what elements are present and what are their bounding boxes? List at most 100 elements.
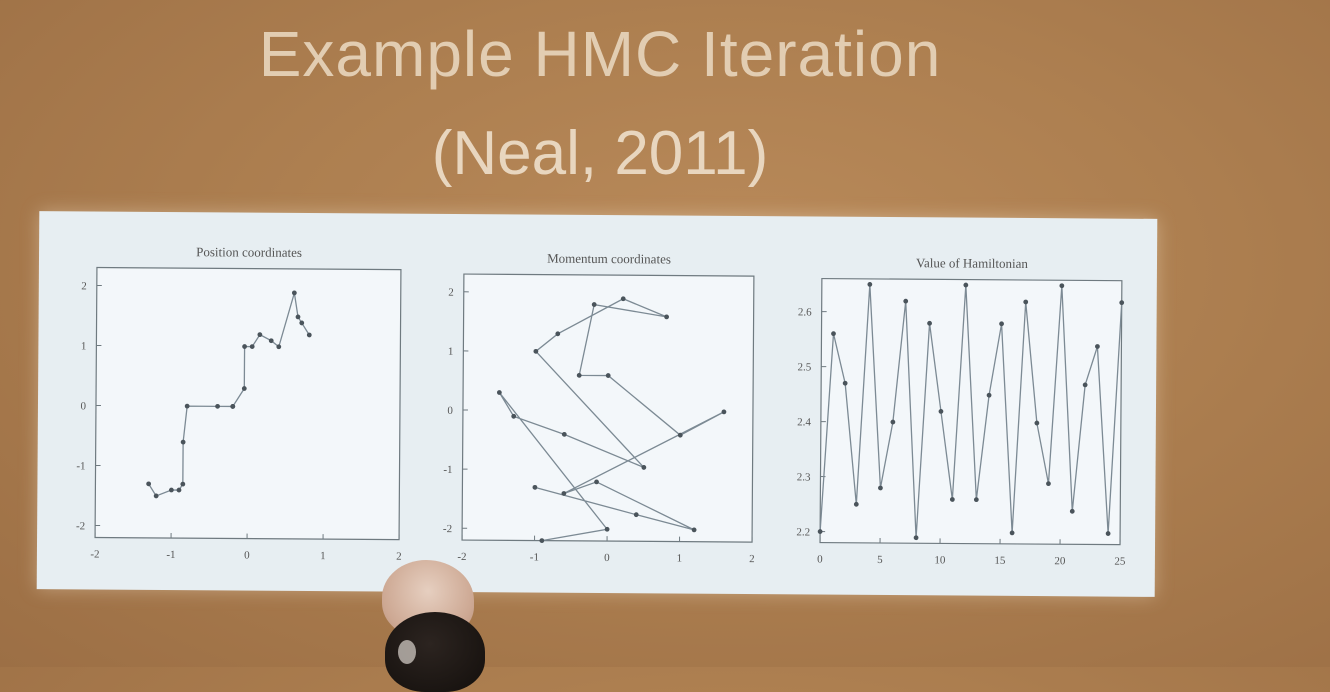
hamiltonian-data-point (1083, 382, 1088, 387)
hamiltonian-plot-frame (820, 279, 1122, 545)
slide-title: Example HMC Iteration (0, 18, 1200, 92)
hamiltonian-xtick-label: 5 (877, 554, 883, 566)
hamiltonian-data-point (963, 283, 968, 288)
momentum-data-point (678, 433, 683, 438)
figure-svg: Position coordinates -2 -1 0 1 2 2 1 0 -1 -2 Moment… (37, 211, 1158, 597)
momentum-plot-title: Momentum coordinates (547, 251, 671, 267)
hamiltonian-data-point (1106, 531, 1111, 536)
hamiltonian-data-point (974, 497, 979, 502)
momentum-data-point (606, 373, 611, 378)
position-xtick-label: 1 (320, 550, 326, 562)
hamiltonian-data-point (927, 321, 932, 326)
momentum-data-point (532, 485, 537, 490)
position-data-point (230, 404, 235, 409)
hamiltonian-xtick-label: 20 (1054, 555, 1066, 567)
hamiltonian-data-point (854, 502, 859, 507)
hamiltonian-data-point (1023, 300, 1028, 305)
momentum-ytick-label: 2 (448, 287, 454, 299)
position-data-point (242, 344, 247, 349)
position-plot-frame (95, 268, 401, 540)
momentum-xtick-label: 1 (677, 553, 683, 565)
momentum-ytick-label: -1 (443, 464, 452, 476)
position-data-point (169, 488, 174, 493)
hamiltonian-data-point (950, 497, 955, 502)
position-data-point (292, 290, 297, 295)
hamiltonian-data-point (987, 393, 992, 398)
hamiltonian-data-point (1046, 481, 1051, 486)
momentum-data-point (722, 409, 727, 414)
position-xtick-label: -2 (90, 548, 99, 560)
position-data-point (180, 482, 185, 487)
hamiltonian-data-point (1010, 530, 1015, 535)
hamiltonian-xtick-label: 15 (994, 555, 1006, 567)
position-data-point (146, 481, 151, 486)
hamiltonian-xtick-label: 0 (817, 554, 823, 566)
position-data-point (276, 344, 281, 349)
hamiltonian-data-point (1034, 421, 1039, 426)
momentum-data-point (641, 465, 646, 470)
hamiltonian-data-point (818, 529, 823, 534)
momentum-xtick-label: -1 (530, 552, 539, 564)
slide-subtitle: (Neal, 2011) (0, 118, 1200, 189)
momentum-data-point (594, 479, 599, 484)
position-xtick-label: 0 (244, 550, 250, 562)
position-data-point (242, 386, 247, 391)
momentum-data-point (592, 302, 597, 307)
hamiltonian-data-point (1119, 300, 1124, 305)
position-ytick-label: -2 (76, 520, 85, 532)
hamiltonian-plot-title: Value of Hamiltonian (916, 255, 1029, 271)
hamiltonian-data-point (867, 282, 872, 287)
momentum-data-point (511, 414, 516, 419)
momentum-data-point (605, 527, 610, 532)
momentum-xtick-label: 2 (749, 553, 755, 565)
position-ytick-label: 1 (81, 340, 87, 352)
position-data-point (269, 338, 274, 343)
hamiltonian-data-point (903, 299, 908, 304)
momentum-data-point (634, 512, 639, 517)
momentum-xtick-label: -2 (457, 551, 466, 563)
hamiltonian-data-point (939, 409, 944, 414)
position-data-point (181, 440, 186, 445)
position-xtick-label: 2 (396, 551, 402, 563)
momentum-data-point (533, 349, 538, 354)
position-data-point (250, 344, 255, 349)
hamiltonian-data-point (890, 420, 895, 425)
momentum-xtick-label: 0 (604, 552, 610, 564)
hamiltonian-data-point (999, 321, 1004, 326)
momentum-data-point (555, 331, 560, 336)
hamiltonian-ytick-label: 2.3 (797, 471, 811, 483)
position-ytick-label: -1 (76, 460, 85, 472)
position-plot-title: Position coordinates (196, 244, 302, 260)
hamiltonian-data-point (831, 331, 836, 336)
momentum-data-point (664, 314, 669, 319)
position-ytick-label: 2 (81, 280, 87, 292)
hamiltonian-data-point (1095, 344, 1100, 349)
hamiltonian-ytick-label: 2.6 (798, 306, 812, 318)
hamiltonian-data-point (1059, 283, 1064, 288)
momentum-plot-frame (462, 274, 754, 542)
position-data-point (185, 404, 190, 409)
momentum-ytick-label: -2 (443, 523, 452, 535)
position-data-point (307, 333, 312, 338)
audience-head-highlight (398, 640, 416, 664)
position-data-point (296, 314, 301, 319)
momentum-data-point (621, 296, 626, 301)
momentum-ytick-label: 0 (447, 405, 453, 417)
momentum-ytick-label: 1 (448, 346, 454, 358)
hamiltonian-data-point (843, 381, 848, 386)
hamiltonian-data-point (878, 486, 883, 491)
projected-figure: Position coordinates -2 -1 0 1 2 2 1 0 -1 -2 Moment… (37, 211, 1158, 597)
hamiltonian-ytick-label: 2.5 (797, 361, 811, 373)
hamiltonian-data-point (1070, 509, 1075, 514)
position-data-point (215, 404, 220, 409)
position-data-point (257, 332, 262, 337)
momentum-data-point (577, 373, 582, 378)
hamiltonian-ytick-label: 2.4 (797, 416, 811, 428)
momentum-data-point (539, 538, 544, 543)
hamiltonian-data-point (914, 535, 919, 540)
position-xtick-label: -1 (166, 549, 175, 561)
momentum-data-point (692, 527, 697, 532)
position-data-point (154, 494, 159, 499)
position-ytick-label: 0 (80, 400, 86, 412)
hamiltonian-xtick-label: 25 (1114, 556, 1126, 568)
